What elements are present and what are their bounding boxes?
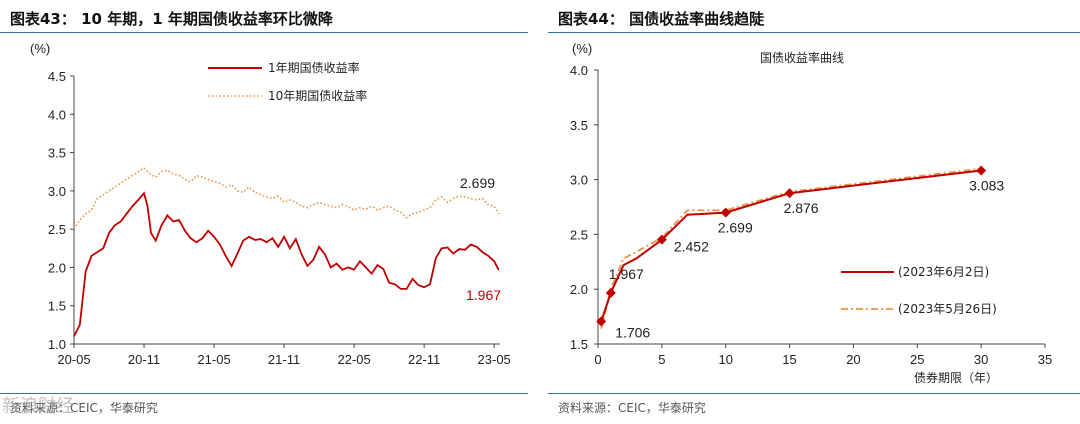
y-tick-label: 4.0 (570, 63, 588, 78)
left-chart-svg: (%) 1.0 1.5 2.0 2.5 3.0 3.5 4.0 4.5 20-05 20-11 21-… (30, 41, 511, 367)
x-tick-label: 21-11 (268, 352, 300, 367)
legend-label-jun2: (2023年6月2日) (898, 265, 989, 279)
right-panel: 图表44： 国债收益率曲线趋陡 (%) 国债收益率曲线债券期限（年） 1.5 2.0 2… (548, 0, 1080, 424)
y-tick-label: 4.5 (48, 69, 66, 84)
series-line-10y (73, 166, 500, 230)
y-tick-label: 2.0 (570, 282, 588, 297)
data-label: 3.083 (969, 178, 1004, 194)
legend-label-may26: (2023年5月26日) (898, 302, 997, 316)
right-chart-title: 图表44： 国债收益率曲线趋陡 (558, 10, 765, 28)
y-tick-label: 3.0 (48, 184, 66, 199)
x-tick-label: 20-05 (57, 352, 90, 367)
x-tick-label: 15 (782, 352, 796, 367)
marker-diamond (720, 207, 731, 218)
marker-diamond (656, 234, 667, 245)
x-tick-label: 22-11 (408, 352, 440, 367)
left-panel: 图表43： 10 年期，1 年期国债收益率环比微降 (%) 1.0 1.5 2.0 2.… (0, 0, 528, 424)
y-tick-label: 1.5 (570, 337, 588, 352)
right-title-rule (548, 32, 1080, 33)
data-label: 2.876 (784, 200, 819, 216)
data-label: 2.699 (718, 220, 753, 236)
y-tick-label: 3.5 (570, 118, 588, 133)
left-source-note: 资料来源：CEIC，华泰研究 (10, 401, 158, 415)
y-tick-label: 2.5 (48, 222, 66, 237)
x-tick-label: 0 (594, 352, 601, 367)
y-tick-label: 1.0 (48, 337, 66, 352)
x-tick-label: 21-05 (197, 352, 230, 367)
data-label: 1.967 (609, 266, 644, 282)
marker-diamond (605, 287, 616, 298)
right-source-note: 资料来源：CEIC，华泰研究 (558, 401, 706, 415)
x-tick-label: 22-05 (337, 352, 370, 367)
marker-diamond (784, 188, 795, 199)
series-line-may26 (600, 167, 982, 329)
right-source-rule (548, 393, 1080, 394)
annotation-10y-value: 2.699 (460, 175, 495, 191)
x-tick-label: 30 (974, 352, 988, 367)
x-tick-label: 25 (910, 352, 924, 367)
left-chart-title: 图表43： 10 年期，1 年期国债收益率环比微降 (10, 10, 333, 28)
left-title-rule (0, 32, 528, 33)
y-axis-unit: (%) (30, 41, 50, 56)
x-tick-label: 20 (846, 352, 860, 367)
left-source-rule (0, 393, 528, 394)
marker-diamond (976, 165, 987, 176)
y-tick-label: 3.5 (48, 146, 66, 161)
annotation-1y-value: 1.967 (466, 287, 501, 303)
y-axis-unit: (%) (572, 41, 592, 56)
x-tick-label: 20-11 (128, 352, 160, 367)
x-tick-label: 23-05 (478, 352, 511, 367)
x-tick-label: 35 (1038, 352, 1052, 367)
data-label: 1.706 (615, 324, 650, 340)
x-tick-label: 5 (658, 352, 665, 367)
y-tick-label: 2.0 (48, 260, 66, 275)
y-tick-label: 3.0 (570, 173, 588, 188)
data-label: 2.452 (674, 239, 709, 255)
x-axis-title: 债券期限（年） (914, 370, 998, 385)
chart-inner-title: 国债收益率曲线 (760, 50, 844, 65)
legend-label-1y: 1年期国债收益率 (268, 60, 360, 75)
x-tick-label: 10 (718, 352, 732, 367)
marker-diamond (596, 316, 607, 327)
y-tick-label: 4.0 (48, 107, 66, 122)
y-tick-label: 1.5 (48, 299, 66, 314)
series-line-1y (73, 191, 500, 337)
legend-label-10y: 10年期国债收益率 (268, 88, 367, 103)
y-tick-label: 2.5 (570, 227, 588, 242)
watermark-logo: 新浪财经 (2, 396, 74, 417)
